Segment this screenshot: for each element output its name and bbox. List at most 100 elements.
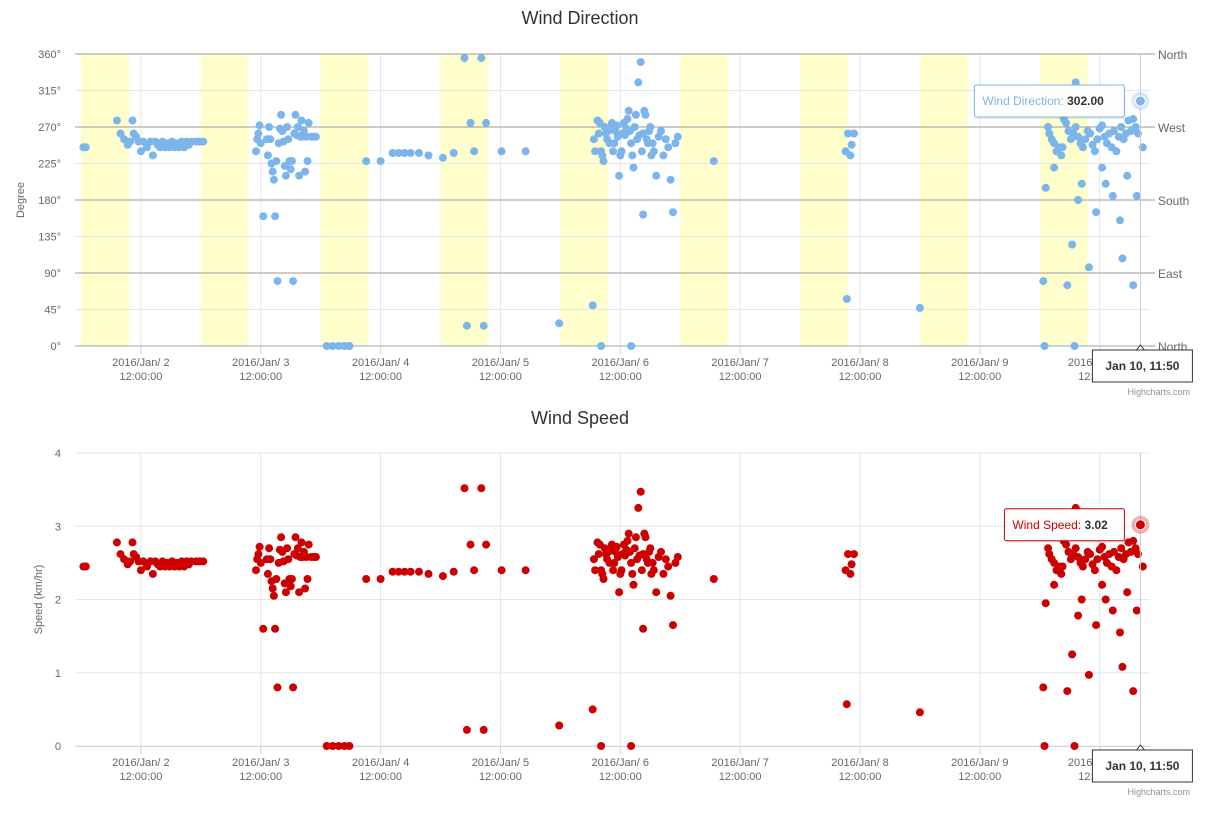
data-point[interactable] <box>669 208 677 217</box>
data-point[interactable] <box>915 303 924 312</box>
data-point[interactable] <box>268 167 277 176</box>
data-point[interactable] <box>263 569 272 578</box>
data-point[interactable] <box>291 533 300 542</box>
data-point[interactable] <box>301 584 310 593</box>
wind-direction-chart[interactable]: Wind Direction Degree 0° 45° 90° 135° 180° 225°… <box>0 0 1212 405</box>
data-point[interactable] <box>322 342 331 350</box>
data-point[interactable] <box>136 566 145 575</box>
wind-speed-chart[interactable]: Wind Speed Speed (km/hr) 0 1 2 3 4 2016/Jan/ 2 1… <box>0 405 1212 830</box>
data-point[interactable] <box>589 555 598 564</box>
data-point[interactable] <box>259 212 268 221</box>
data-point[interactable] <box>376 575 385 583</box>
data-point[interactable] <box>599 157 608 166</box>
data-point[interactable] <box>1058 143 1067 152</box>
data-point[interactable] <box>271 212 280 221</box>
data-point[interactable] <box>641 110 650 119</box>
data-point[interactable] <box>271 624 280 633</box>
data-point[interactable] <box>284 135 293 144</box>
data-point[interactable] <box>1118 662 1127 671</box>
data-point[interactable] <box>1129 281 1138 290</box>
data-point[interactable] <box>255 121 264 130</box>
data-point[interactable] <box>482 540 491 549</box>
data-point[interactable] <box>1071 78 1080 87</box>
data-point[interactable] <box>1090 566 1099 575</box>
data-point[interactable] <box>376 157 385 166</box>
data-point[interactable] <box>1131 123 1140 131</box>
data-point[interactable] <box>1108 191 1117 200</box>
data-point[interactable] <box>199 557 208 566</box>
data-point[interactable] <box>252 566 260 575</box>
data-point[interactable] <box>641 533 650 542</box>
data-point[interactable] <box>631 533 640 542</box>
data-point[interactable] <box>462 321 471 330</box>
data-point[interactable] <box>594 129 603 138</box>
data-point[interactable] <box>287 157 296 166</box>
data-point[interactable] <box>623 536 632 545</box>
data-point[interactable] <box>148 569 157 578</box>
data-point[interactable] <box>406 567 415 576</box>
data-point[interactable] <box>1132 191 1141 200</box>
data-point[interactable] <box>589 135 598 144</box>
data-point[interactable] <box>612 542 621 551</box>
data-point[interactable] <box>844 129 852 138</box>
data-point[interactable] <box>400 149 409 157</box>
data-point[interactable] <box>591 566 600 575</box>
data-point[interactable] <box>628 151 637 160</box>
data-point[interactable] <box>555 319 564 328</box>
data-point[interactable] <box>617 566 626 575</box>
data-point[interactable] <box>81 143 90 152</box>
data-point[interactable] <box>139 137 148 146</box>
data-point[interactable] <box>265 544 274 553</box>
data-point[interactable] <box>1062 540 1071 549</box>
data-point[interactable] <box>1118 254 1127 263</box>
data-point[interactable] <box>610 139 619 148</box>
data-point[interactable] <box>1098 121 1107 130</box>
data-point[interactable] <box>297 538 306 547</box>
data-point[interactable] <box>521 566 530 575</box>
data-point[interactable] <box>1112 566 1121 575</box>
data-point[interactable] <box>199 137 208 146</box>
data-point[interactable] <box>268 584 277 593</box>
data-point[interactable] <box>1084 670 1093 679</box>
data-point[interactable] <box>1132 606 1141 615</box>
data-point[interactable] <box>470 566 479 575</box>
data-point[interactable] <box>627 342 636 350</box>
data-point[interactable] <box>664 143 673 152</box>
data-point[interactable] <box>462 725 471 734</box>
data-point[interactable] <box>1070 742 1079 750</box>
data-point[interactable] <box>362 575 371 583</box>
data-point[interactable] <box>709 575 718 583</box>
data-point[interactable] <box>273 277 282 286</box>
data-point[interactable] <box>637 147 646 156</box>
data-point[interactable] <box>631 110 640 119</box>
data-point[interactable] <box>1088 140 1097 149</box>
data-point[interactable] <box>252 147 260 156</box>
data-point[interactable] <box>345 342 354 350</box>
data-point[interactable] <box>1086 129 1095 138</box>
data-point[interactable] <box>1129 687 1138 696</box>
data-point[interactable] <box>1116 628 1124 637</box>
data-point[interactable] <box>1074 132 1083 141</box>
data-point[interactable] <box>1041 599 1050 608</box>
data-point[interactable] <box>293 123 302 131</box>
data-point[interactable] <box>277 110 286 119</box>
data-point[interactable] <box>466 118 475 127</box>
data-point[interactable] <box>673 132 682 141</box>
data-point[interactable] <box>1074 611 1083 620</box>
data-point[interactable] <box>284 555 293 564</box>
data-point[interactable] <box>1071 123 1080 131</box>
data-point[interactable] <box>269 591 278 600</box>
data-point[interactable] <box>1117 544 1126 553</box>
data-point[interactable] <box>272 157 281 166</box>
data-point[interactable] <box>597 742 606 750</box>
data-point[interactable] <box>479 725 488 734</box>
data-point[interactable] <box>915 708 924 717</box>
data-point[interactable] <box>624 529 633 538</box>
data-point[interactable] <box>255 542 264 551</box>
data-point[interactable] <box>148 151 157 160</box>
data-point[interactable] <box>627 742 636 750</box>
data-point[interactable] <box>449 567 458 576</box>
data-point[interactable] <box>259 624 268 633</box>
data-point[interactable] <box>1050 580 1059 589</box>
data-point[interactable] <box>1117 123 1126 131</box>
